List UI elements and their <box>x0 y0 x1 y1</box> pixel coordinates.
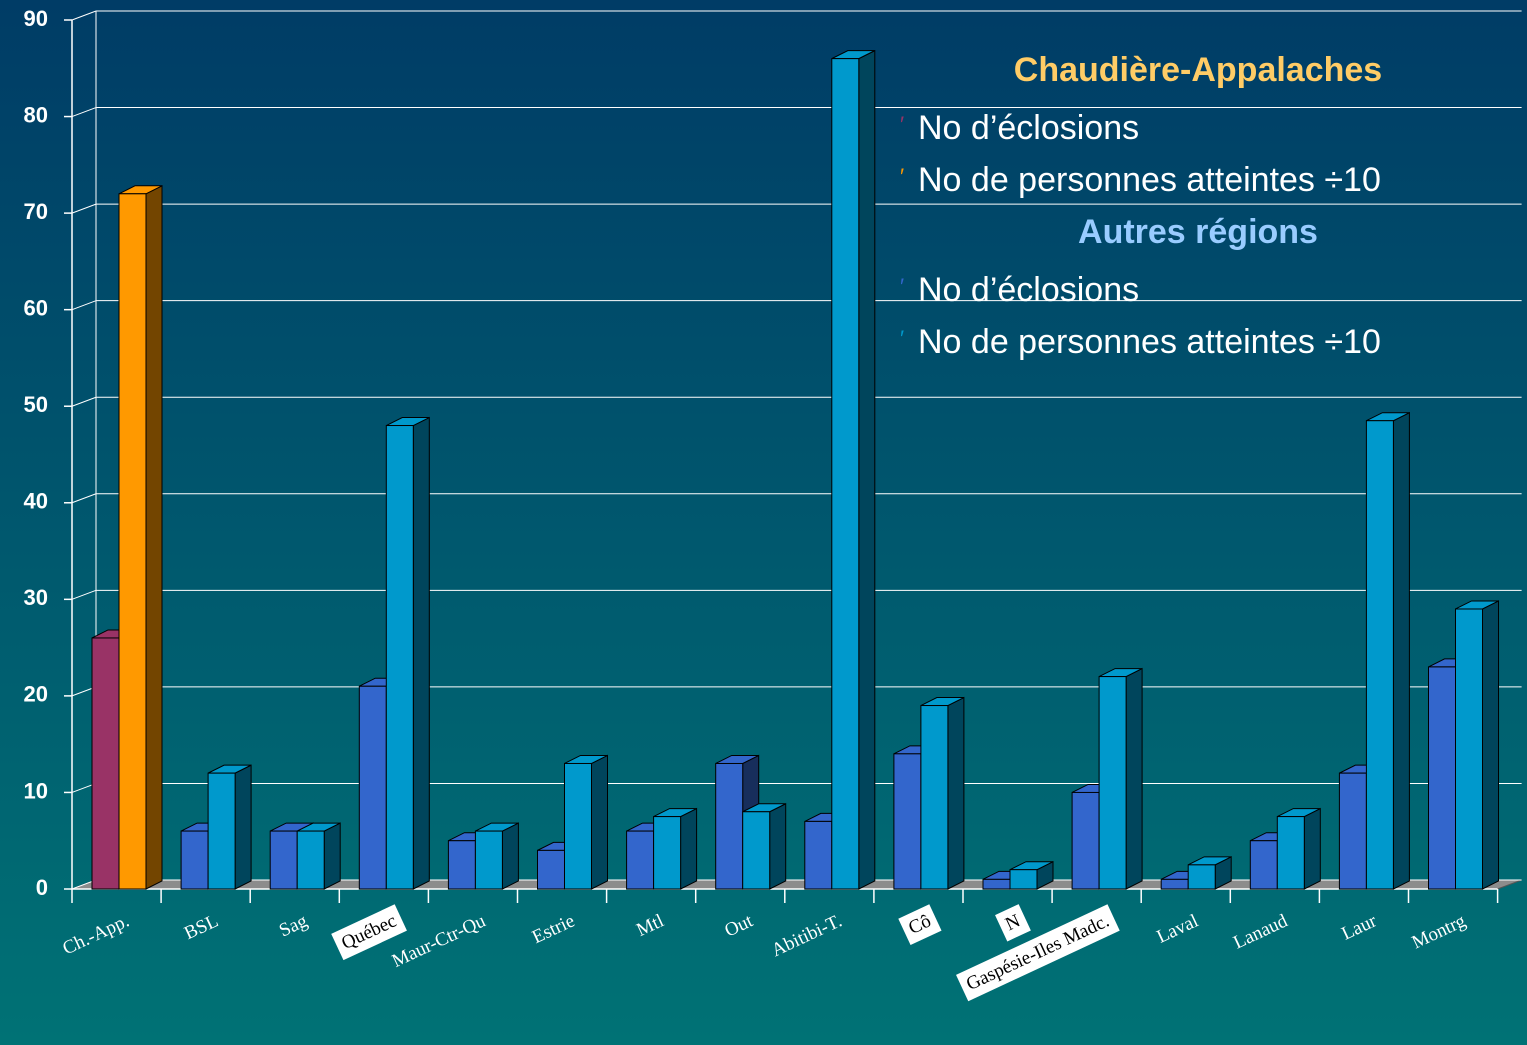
bar-front <box>1428 666 1456 890</box>
y-tick-label: 60 <box>24 295 48 320</box>
label-box <box>995 904 1031 942</box>
bar-side <box>501 822 519 890</box>
bar-front <box>1187 864 1216 890</box>
bar <box>1455 600 1499 890</box>
bar-front <box>207 772 236 890</box>
bar <box>385 416 430 890</box>
bar-side <box>234 764 252 890</box>
legend-label: No d’éclosions <box>918 109 1139 147</box>
bar-front <box>269 830 298 890</box>
y-tick-label: 0 <box>36 875 48 900</box>
label-box <box>956 904 1120 1002</box>
bar <box>1276 807 1321 890</box>
bar-front <box>742 811 771 890</box>
y-tick-label: 50 <box>24 392 48 417</box>
y-tick-label: 20 <box>24 682 48 707</box>
bar-front <box>474 830 503 890</box>
y-tick-label: 70 <box>24 199 48 224</box>
bar-side <box>1125 667 1143 890</box>
legend-marker: ′ <box>900 274 904 299</box>
bar-front <box>804 820 833 890</box>
y-tick-label: 10 <box>24 778 48 803</box>
bar-front <box>1009 869 1038 890</box>
bar <box>920 696 965 890</box>
bar-front <box>1276 816 1305 890</box>
bar-side <box>1482 600 1499 890</box>
bar <box>1187 856 1232 890</box>
legend-title: Autres régions <box>1078 213 1318 251</box>
bar-side <box>591 754 608 890</box>
bar <box>564 754 608 890</box>
y-tick-label: 90 <box>24 6 48 31</box>
label-box <box>898 904 942 946</box>
bar <box>118 184 163 890</box>
legend-label: No de personnes atteintes ÷10 <box>918 323 1381 361</box>
bar-front <box>1249 840 1278 890</box>
bar-front <box>385 425 414 890</box>
bar-side <box>680 807 698 890</box>
bar-side <box>1303 807 1321 890</box>
bar-front <box>1071 791 1100 890</box>
legend-title: Chaudière-Appalaches <box>1014 51 1382 89</box>
bar-front <box>91 637 120 890</box>
bar-front <box>920 705 949 890</box>
bar <box>207 764 252 890</box>
legend-marker: ′ <box>900 326 904 351</box>
y-tick-label: 40 <box>24 489 48 514</box>
bar <box>831 49 876 890</box>
bar-front <box>715 762 744 890</box>
x-tick-group: N <box>995 904 1031 942</box>
bar-front <box>1160 878 1189 890</box>
grid-diag <box>71 203 97 214</box>
label-box <box>331 904 407 961</box>
bar <box>1365 411 1410 890</box>
bar-front <box>537 849 565 890</box>
bar-front <box>893 753 922 890</box>
grid-diag <box>71 493 97 504</box>
bar-front <box>653 816 682 890</box>
legend-label: No d’éclosions <box>918 271 1139 309</box>
bar-front <box>118 193 147 890</box>
bar-front <box>296 830 325 890</box>
x-tick-group: Cô <box>898 904 942 946</box>
y-tick-label: 30 <box>24 585 48 610</box>
bar <box>653 807 698 890</box>
bar <box>474 822 519 890</box>
bar <box>1009 860 1054 890</box>
bar-front <box>1455 608 1483 890</box>
bar-front <box>831 58 860 890</box>
bar-front <box>1098 676 1127 890</box>
bar-side <box>412 416 430 890</box>
bar-front <box>358 685 387 890</box>
grid-diag <box>71 10 97 21</box>
legend-marker: ′ <box>900 164 904 189</box>
bar-side <box>323 822 341 890</box>
grid-diag <box>71 589 97 600</box>
bar-front <box>180 830 209 890</box>
grid-diag <box>71 396 97 407</box>
bar-side <box>145 184 163 890</box>
grid-diag <box>71 107 97 118</box>
bar-front <box>626 830 655 890</box>
legend-label: No de personnes atteintes ÷10 <box>918 161 1381 199</box>
bar-side <box>947 696 965 890</box>
grid-diag <box>71 300 97 311</box>
bar-front <box>1338 772 1367 890</box>
bar <box>1098 667 1143 890</box>
bar-side <box>858 49 876 890</box>
legend-marker: ′ <box>900 112 904 137</box>
bar-front <box>564 762 592 890</box>
bar <box>742 802 787 890</box>
bar-front <box>982 878 1011 890</box>
bar <box>296 822 341 890</box>
bar-front <box>1365 420 1394 890</box>
bar-side <box>769 802 787 890</box>
bar-side <box>1392 411 1410 890</box>
bar-front <box>447 840 476 890</box>
y-tick-label: 80 <box>24 102 48 127</box>
